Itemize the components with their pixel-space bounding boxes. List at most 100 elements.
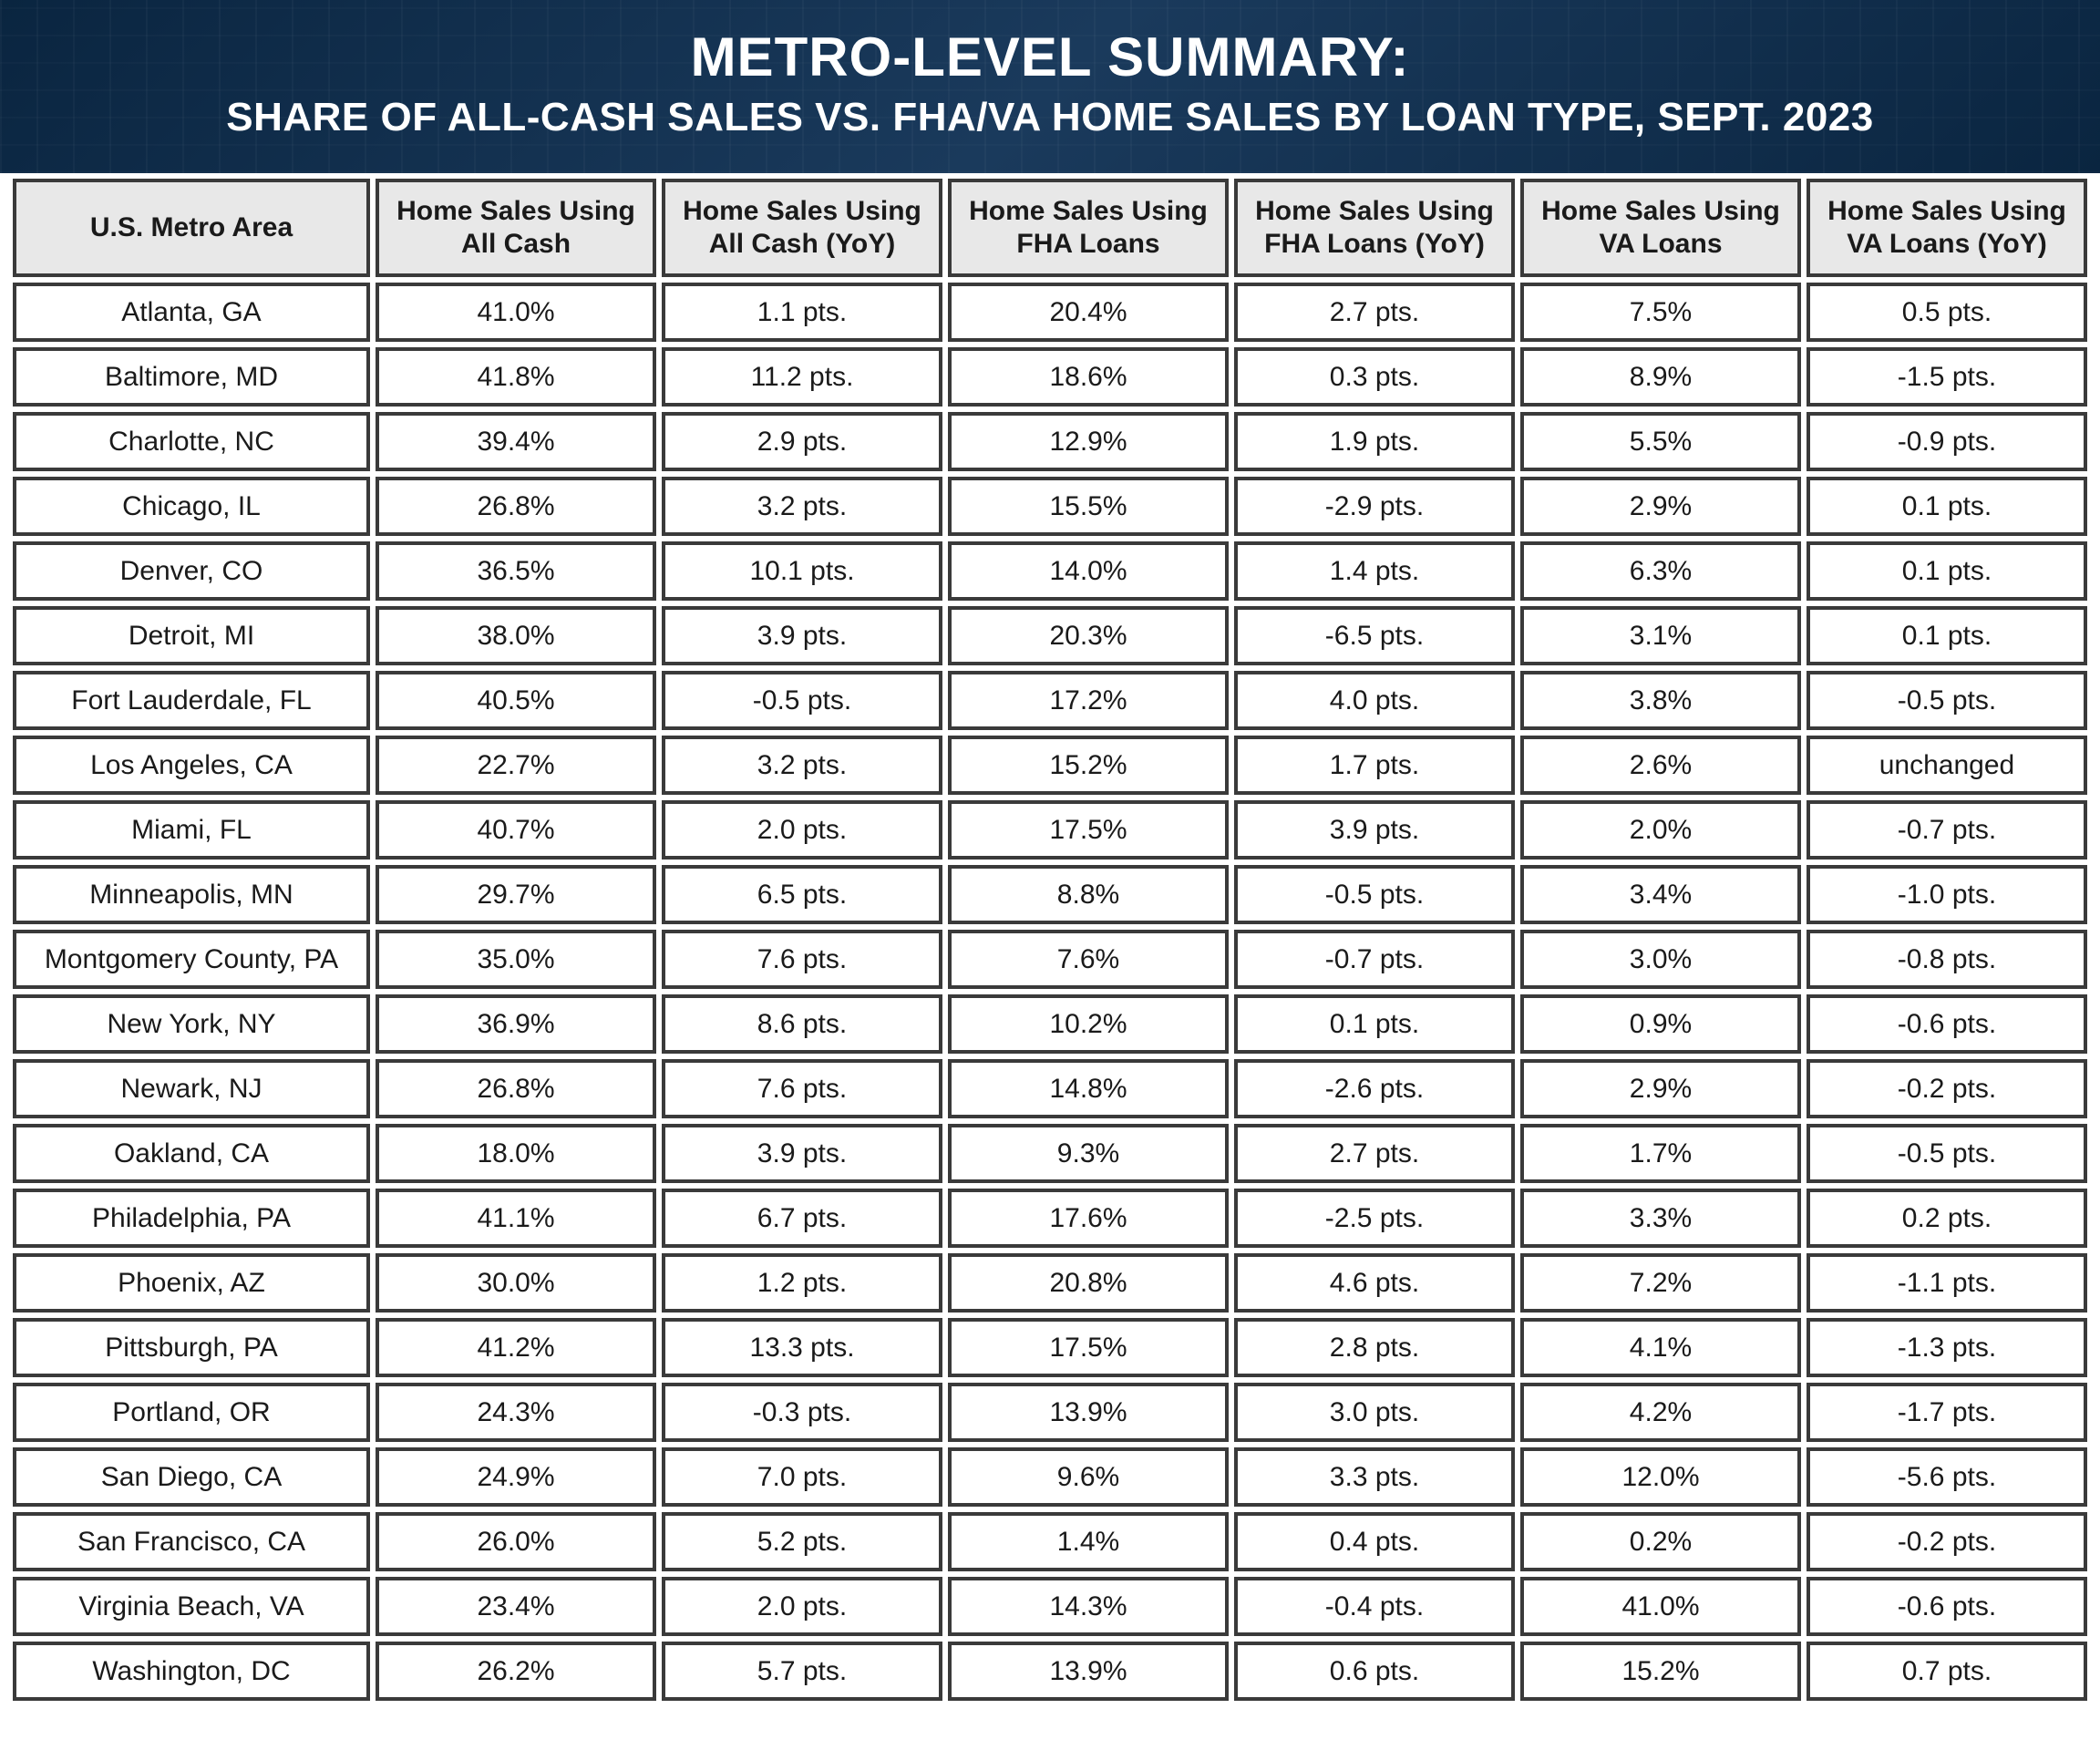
table-cell: 15.5% <box>948 477 1229 536</box>
table-cell: -0.2 pts. <box>1807 1059 2087 1118</box>
table-cell: 0.7 pts. <box>1807 1642 2087 1701</box>
table-row: Fort Lauderdale, FL40.5%-0.5 pts.17.2%4.… <box>13 671 2087 730</box>
table-cell: -1.5 pts. <box>1807 347 2087 407</box>
table-cell: 7.6 pts. <box>662 930 942 989</box>
table-cell: 41.8% <box>376 347 656 407</box>
table-cell: Philadelphia, PA <box>13 1189 370 1248</box>
table-row: Chicago, IL26.8%3.2 pts.15.5%-2.9 pts.2.… <box>13 477 2087 536</box>
table-cell: -0.8 pts. <box>1807 930 2087 989</box>
table-cell: -2.6 pts. <box>1234 1059 1515 1118</box>
table-cell: -1.0 pts. <box>1807 865 2087 924</box>
table-cell: 9.6% <box>948 1447 1229 1507</box>
table-cell: 0.1 pts. <box>1807 606 2087 665</box>
table-cell: -0.4 pts. <box>1234 1577 1515 1636</box>
table-row: Virginia Beach, VA23.4%2.0 pts.14.3%-0.4… <box>13 1577 2087 1636</box>
table-cell: 2.9% <box>1520 477 1801 536</box>
table-cell: Virginia Beach, VA <box>13 1577 370 1636</box>
table-cell: 40.7% <box>376 800 656 860</box>
table-cell: 26.8% <box>376 477 656 536</box>
table-cell: 12.9% <box>948 412 1229 471</box>
table-cell: Baltimore, MD <box>13 347 370 407</box>
table-cell: 29.7% <box>376 865 656 924</box>
table-cell: -0.9 pts. <box>1807 412 2087 471</box>
table-cell: 2.7 pts. <box>1234 1124 1515 1183</box>
table-row: Denver, CO36.5%10.1 pts.14.0%1.4 pts.6.3… <box>13 541 2087 601</box>
table-cell: 0.1 pts. <box>1807 541 2087 601</box>
table-cell: 3.2 pts. <box>662 477 942 536</box>
table-cell: 8.6 pts. <box>662 994 942 1054</box>
table-cell: 3.8% <box>1520 671 1801 730</box>
table-cell: -0.7 pts. <box>1807 800 2087 860</box>
table-cell: Phoenix, AZ <box>13 1253 370 1312</box>
table-row: Portland, OR24.3%-0.3 pts.13.9%3.0 pts.4… <box>13 1383 2087 1442</box>
metro-summary-table: U.S. Metro Area Home Sales Using All Cas… <box>7 173 2093 1706</box>
table-cell: 11.2 pts. <box>662 347 942 407</box>
table-cell: Montgomery County, PA <box>13 930 370 989</box>
table-cell: Portland, OR <box>13 1383 370 1442</box>
table-cell: unchanged <box>1807 736 2087 795</box>
table-cell: 12.0% <box>1520 1447 1801 1507</box>
table-cell: -2.5 pts. <box>1234 1189 1515 1248</box>
table-row: Miami, FL40.7%2.0 pts.17.5%3.9 pts.2.0%-… <box>13 800 2087 860</box>
table-cell: 39.4% <box>376 412 656 471</box>
table-cell: 4.2% <box>1520 1383 1801 1442</box>
col-header-cash: Home Sales Using All Cash <box>376 179 656 277</box>
table-cell: -0.3 pts. <box>662 1383 942 1442</box>
table-cell: 4.6 pts. <box>1234 1253 1515 1312</box>
table-cell: Pittsburgh, PA <box>13 1318 370 1377</box>
table-cell: 4.0 pts. <box>1234 671 1515 730</box>
table-row: Charlotte, NC39.4%2.9 pts.12.9%1.9 pts.5… <box>13 412 2087 471</box>
table-row: Los Angeles, CA22.7%3.2 pts.15.2%1.7 pts… <box>13 736 2087 795</box>
table-cell: -0.5 pts. <box>1807 1124 2087 1183</box>
table-cell: 1.1 pts. <box>662 283 942 342</box>
table-cell: 3.4% <box>1520 865 1801 924</box>
table-cell: 1.9 pts. <box>1234 412 1515 471</box>
table-cell: 30.0% <box>376 1253 656 1312</box>
table-row: Atlanta, GA41.0%1.1 pts.20.4%2.7 pts.7.5… <box>13 283 2087 342</box>
table-cell: 9.3% <box>948 1124 1229 1183</box>
table-row: Detroit, MI38.0%3.9 pts.20.3%-6.5 pts.3.… <box>13 606 2087 665</box>
table-cell: 20.8% <box>948 1253 1229 1312</box>
table-cell: 3.9 pts. <box>662 606 942 665</box>
table-cell: 3.3% <box>1520 1189 1801 1248</box>
table-cell: 15.2% <box>948 736 1229 795</box>
table-cell: 14.0% <box>948 541 1229 601</box>
table-cell: -2.9 pts. <box>1234 477 1515 536</box>
table-cell: 2.0 pts. <box>662 1577 942 1636</box>
table-cell: 10.1 pts. <box>662 541 942 601</box>
table-cell: 5.2 pts. <box>662 1512 942 1571</box>
table-cell: 2.9 pts. <box>662 412 942 471</box>
table-cell: San Francisco, CA <box>13 1512 370 1571</box>
table-cell: 41.0% <box>376 283 656 342</box>
table-row: San Francisco, CA26.0%5.2 pts.1.4%0.4 pt… <box>13 1512 2087 1571</box>
table-cell: 3.1% <box>1520 606 1801 665</box>
table-cell: 7.0 pts. <box>662 1447 942 1507</box>
table-cell: 18.0% <box>376 1124 656 1183</box>
table-cell: -1.7 pts. <box>1807 1383 2087 1442</box>
table-cell: 40.5% <box>376 671 656 730</box>
table-cell: Denver, CO <box>13 541 370 601</box>
table-cell: Chicago, IL <box>13 477 370 536</box>
col-header-metro: U.S. Metro Area <box>13 179 370 277</box>
col-header-fha-yoy: Home Sales Using FHA Loans (YoY) <box>1234 179 1515 277</box>
table-cell: 7.5% <box>1520 283 1801 342</box>
table-cell: 22.7% <box>376 736 656 795</box>
table-cell: 38.0% <box>376 606 656 665</box>
table-cell: 2.8 pts. <box>1234 1318 1515 1377</box>
table-cell: 24.3% <box>376 1383 656 1442</box>
table-cell: 41.0% <box>1520 1577 1801 1636</box>
table-cell: Los Angeles, CA <box>13 736 370 795</box>
table-cell: 2.0 pts. <box>662 800 942 860</box>
table-row: Washington, DC26.2%5.7 pts.13.9%0.6 pts.… <box>13 1642 2087 1701</box>
table-cell: 0.1 pts. <box>1807 477 2087 536</box>
col-header-va: Home Sales Using VA Loans <box>1520 179 1801 277</box>
table-cell: 1.2 pts. <box>662 1253 942 1312</box>
table-cell: 14.8% <box>948 1059 1229 1118</box>
table-cell: 2.7 pts. <box>1234 283 1515 342</box>
table-cell: 0.2 pts. <box>1807 1189 2087 1248</box>
table-cell: 2.9% <box>1520 1059 1801 1118</box>
table-cell: 35.0% <box>376 930 656 989</box>
table-cell: 36.5% <box>376 541 656 601</box>
table-cell: San Diego, CA <box>13 1447 370 1507</box>
table-cell: 0.1 pts. <box>1234 994 1515 1054</box>
